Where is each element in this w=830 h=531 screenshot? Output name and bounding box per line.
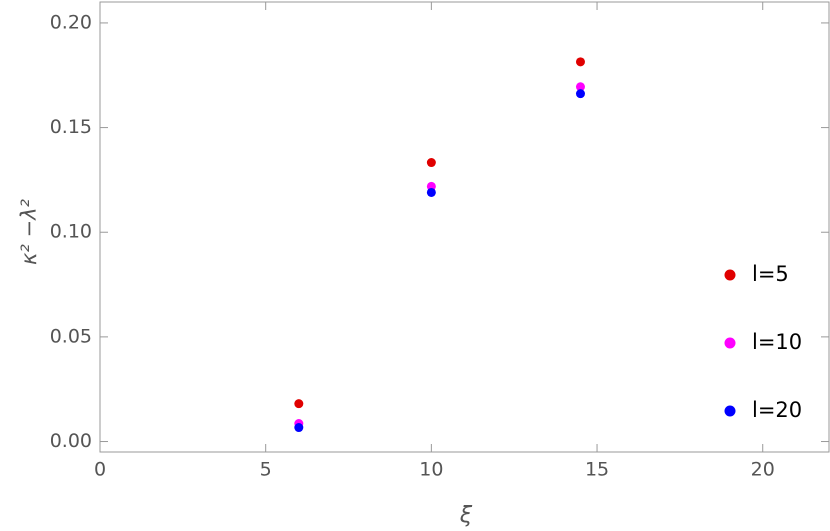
- y-tick-label: 0.15: [50, 116, 92, 138]
- legend-marker: [724, 405, 736, 417]
- data-point: [294, 423, 304, 433]
- x-tick-label: 10: [419, 459, 443, 481]
- data-point: [575, 82, 585, 92]
- y-tick-label: 0.00: [50, 430, 92, 452]
- data-point: [294, 399, 304, 409]
- legend-marker: [724, 337, 736, 349]
- x-tick-label: 0: [94, 459, 106, 481]
- x-tick-label: 20: [751, 459, 775, 481]
- y-tick-label: 0.10: [50, 221, 92, 243]
- y-axis-label: κ² −λ²: [17, 198, 41, 264]
- legend-marker: [724, 269, 736, 281]
- data-point: [575, 89, 585, 99]
- data-point: [426, 187, 436, 197]
- plot-frame: [99, 1, 830, 453]
- legend-label: l=10: [752, 330, 802, 354]
- y-tick-label: 0.20: [50, 11, 92, 33]
- data-point: [426, 158, 436, 168]
- x-axis-label: ξ: [459, 503, 473, 528]
- data-point: [575, 57, 585, 67]
- x-tick-label: 5: [260, 459, 272, 481]
- x-tick-label: 15: [585, 459, 609, 481]
- legend-label: l=20: [752, 398, 802, 422]
- legend-label: l=5: [752, 262, 789, 286]
- y-tick-label: 0.05: [50, 325, 92, 347]
